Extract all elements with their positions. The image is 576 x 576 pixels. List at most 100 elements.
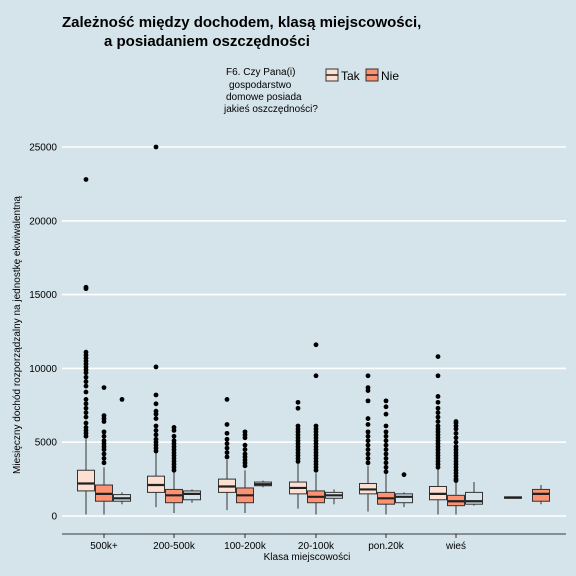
outlier-point <box>365 438 371 444</box>
x-tick-label: pon.20k <box>368 541 405 552</box>
outlier-point <box>153 364 159 370</box>
outlier-point <box>383 423 389 429</box>
outlier-point <box>224 445 230 451</box>
x-tick-label: 200-500k <box>153 541 196 552</box>
outlier-point <box>119 396 125 402</box>
outlier-point <box>365 416 371 421</box>
y-tick-label: 20000 <box>29 216 57 227</box>
outlier-point <box>383 411 389 417</box>
box-Tak-wieś <box>429 354 447 515</box>
box-other-500k+ <box>113 396 131 505</box>
legend-title-line-2: gospodarstwo <box>229 80 292 91</box>
outlier-point <box>435 419 441 424</box>
outlier-point <box>101 451 107 457</box>
outlier-point <box>83 177 89 182</box>
box-iqr <box>395 493 413 504</box>
outlier-point <box>313 342 319 348</box>
outlier-point <box>101 433 107 439</box>
outlier-point <box>153 144 159 150</box>
outlier-point <box>435 373 441 379</box>
outlier-point <box>383 451 389 457</box>
y-axis-ticks: 0 5000 10000 15000 20000 25000 <box>29 143 57 523</box>
outlier-point <box>453 430 459 436</box>
outlier-point <box>365 451 371 457</box>
outlier-point <box>83 410 89 416</box>
boxes <box>77 144 550 515</box>
outlier-point <box>83 401 89 407</box>
outlier-point <box>171 433 177 439</box>
outlier-point <box>101 447 107 452</box>
legend-label-nie: Nie <box>381 69 399 83</box>
outlier-point <box>83 433 89 439</box>
outlier-point <box>224 441 230 447</box>
outlier-point <box>83 396 89 402</box>
y-tick-label: 15000 <box>29 290 57 301</box>
outlier-point <box>83 284 89 290</box>
box-other-200-500k <box>183 489 201 503</box>
outlier-point <box>83 374 89 380</box>
outlier-point <box>383 447 389 452</box>
chart-title-line-2: a posiadaniem oszczędności <box>104 33 310 50</box>
outlier-point <box>383 456 389 461</box>
outlier-point <box>383 433 389 439</box>
box-iqr <box>532 488 550 502</box>
outlier-point <box>365 447 371 452</box>
y-tick-label: 25000 <box>29 143 57 154</box>
outlier-point <box>153 432 159 438</box>
legend-label-tak: Tak <box>341 69 361 83</box>
outlier-point <box>435 394 441 399</box>
y-tick-label: 5000 <box>35 438 58 449</box>
outlier-point <box>153 427 159 433</box>
grid <box>62 146 566 517</box>
outlier-point <box>101 456 107 461</box>
outlier-point <box>435 410 441 416</box>
outlier-point <box>224 430 230 436</box>
outlier-point <box>83 414 89 420</box>
box-Nie-20-100k <box>307 342 325 515</box>
outlier-point <box>83 420 89 426</box>
box-Nie-200-500k <box>165 425 183 514</box>
y-tick-label: 0 <box>51 512 57 523</box>
x-axis-label: Klasa miejscowości <box>264 552 351 563</box>
y-tick-label: 10000 <box>29 364 57 375</box>
outlier-point <box>242 442 248 448</box>
outlier-point <box>365 429 371 435</box>
outlier-point <box>365 456 371 461</box>
outlier-point <box>453 439 459 445</box>
box-other-20-100k <box>325 489 343 505</box>
box-Nie-pon.20k <box>377 398 395 515</box>
outlier-point <box>453 435 459 441</box>
outlier-point <box>365 422 371 427</box>
outlier-point <box>365 460 371 466</box>
y-axis-label: Miesięczny dochód rozporządzalny na jedn… <box>12 196 23 474</box>
box-iqr <box>183 490 201 501</box>
outlier-point <box>171 427 177 433</box>
outlier-point <box>435 399 441 405</box>
legend-title-line-4: jakieś oszczędności? <box>223 104 318 115</box>
box-extra-1 <box>532 485 550 505</box>
box-Nie-100-200k <box>236 429 254 514</box>
outlier-point <box>365 433 371 439</box>
box-iqr <box>77 469 95 492</box>
outlier-point <box>435 405 441 411</box>
x-tick-label: wieś <box>445 541 466 552</box>
outlier-point <box>153 392 159 398</box>
outlier-point <box>383 438 389 444</box>
box-other-100-200k <box>254 480 272 488</box>
outlier-point <box>83 389 89 395</box>
outlier-point <box>383 429 389 435</box>
outlier-point <box>313 467 319 473</box>
outlier-point <box>224 436 230 442</box>
box-Nie-500k+ <box>95 385 113 515</box>
box-Tak-200-500k <box>147 144 165 508</box>
x-tick-label: 500k+ <box>90 541 118 552</box>
outlier-point <box>153 416 159 421</box>
outlier-point <box>83 383 89 389</box>
outlier-point <box>295 405 301 411</box>
x-axis-ticks: 500k+ 200-500k 100-200k 20-100k pon.20k wieś <box>90 534 466 552</box>
legend-title-line-3: domowe posiada <box>226 92 302 103</box>
box-Tak-100-200k <box>218 396 236 511</box>
box-Tak-pon.20k <box>359 373 377 512</box>
outlier-point <box>83 370 89 376</box>
